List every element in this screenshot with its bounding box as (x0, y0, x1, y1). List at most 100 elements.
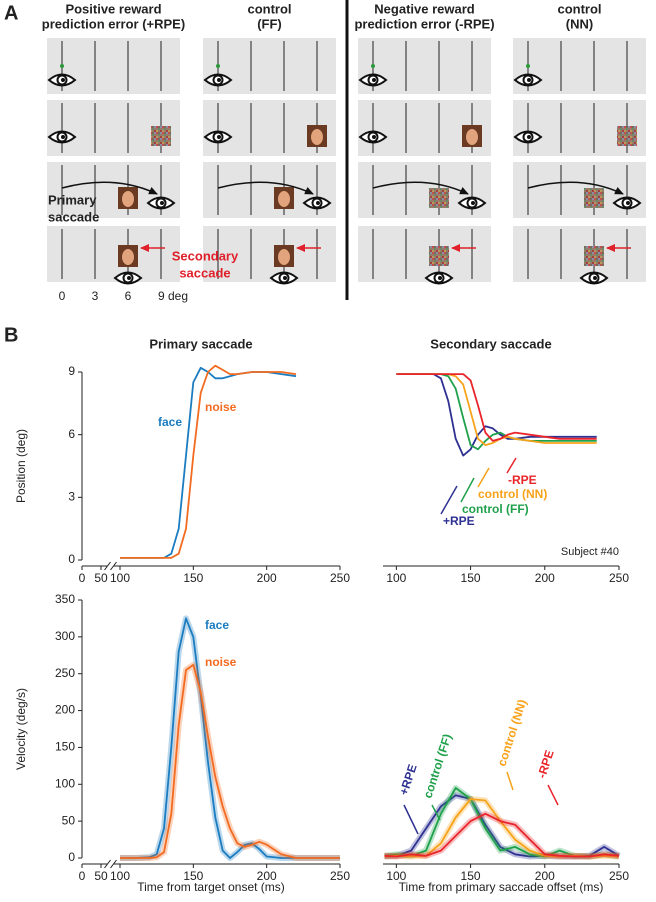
series-line (120, 664, 340, 859)
x-tick-label: 200 (535, 869, 555, 883)
primary-arrow (372, 181, 469, 195)
series-line (120, 366, 297, 559)
annotation: saccade (179, 265, 230, 280)
column-title: Positive reward (65, 1, 161, 16)
y-tick-label: 100 (55, 776, 75, 790)
eye-pupil (316, 201, 320, 205)
deg-label: 3 (92, 289, 99, 303)
trial-frame (358, 162, 491, 218)
y-tick-label: 200 (55, 703, 75, 717)
x-tick-label: 100 (386, 869, 406, 883)
series-label: face (158, 415, 182, 429)
eye-pupil (372, 135, 376, 139)
face-skin (466, 129, 478, 145)
column-title: control (557, 1, 601, 16)
face-skin (122, 191, 134, 207)
y-tick-label: 6 (68, 427, 75, 441)
y-axis-title: Velocity (deg/s) (14, 688, 28, 770)
y-axis-title: Position (deg) (14, 429, 28, 503)
noise-image (584, 188, 604, 208)
x-tick-label: 100 (110, 571, 130, 585)
x-tick-label: 200 (535, 571, 555, 585)
annotation: Secondary (172, 248, 239, 263)
label-leader (547, 784, 559, 806)
series-line (120, 617, 340, 859)
primary-arrow (61, 181, 158, 195)
column-title: (NN) (566, 16, 593, 31)
deg-label: 0 (59, 289, 66, 303)
eye-pupil (527, 135, 531, 139)
face-skin (278, 191, 290, 207)
eye-pupil (372, 78, 376, 82)
trial-frame (513, 226, 646, 282)
axis-break (110, 859, 117, 869)
axis-break (104, 561, 111, 571)
series-label: +RPE (443, 514, 475, 528)
x-tick-label: 150 (461, 571, 481, 585)
series-label: noise (205, 400, 237, 414)
eye-pupil (217, 135, 221, 139)
column-title: Negative reward (374, 1, 474, 16)
trial-frame (358, 226, 491, 282)
series-label: control (NN) (495, 698, 530, 768)
panel-label: B (4, 324, 18, 346)
panel-label: A (4, 2, 18, 24)
eye-pupil (61, 135, 65, 139)
series-label: face (205, 618, 229, 632)
y-tick-label: 350 (55, 592, 75, 606)
noise-image (429, 246, 449, 266)
y-tick-label: 50 (62, 813, 76, 827)
fixation-point (216, 64, 220, 68)
eye-pupil (527, 78, 531, 82)
axis-break (110, 561, 117, 571)
eye-pupil (626, 201, 630, 205)
x-tick-label: 150 (183, 571, 203, 585)
label-leader (477, 467, 490, 488)
series-line (384, 812, 620, 858)
axis-break (104, 859, 111, 869)
column-title: control (247, 1, 291, 16)
label-leader (431, 804, 441, 821)
series-label: control (NN) (478, 487, 547, 501)
column-title: prediction error (+RPE) (42, 16, 185, 31)
series-line (396, 373, 597, 442)
x-axis-title: Time from primary saccade offset (ms) (399, 880, 604, 894)
noise-image (584, 246, 604, 266)
chart-title: Secondary saccade (430, 336, 551, 351)
column-title: prediction error (-RPE) (354, 16, 494, 31)
x-tick-label: 200 (257, 869, 277, 883)
noise-image (151, 126, 171, 146)
eye-pupil (438, 276, 442, 280)
y-tick-label: 3 (68, 490, 75, 504)
eye-pupil (61, 78, 65, 82)
x-tick-label: 200 (257, 571, 277, 585)
y-tick-label: 300 (55, 629, 75, 643)
series-label: noise (205, 655, 237, 669)
note: Subject #40 (561, 546, 619, 558)
label-leader (506, 771, 514, 791)
column-title: (FF) (257, 16, 282, 31)
x-axis-title: Time from target onset (ms) (137, 880, 285, 894)
primary-arrow (217, 181, 314, 195)
trial-frame (47, 226, 180, 282)
face-skin (278, 249, 290, 265)
annotation: saccade (48, 209, 99, 224)
fixation-point (526, 64, 530, 68)
x-tick-label: 250 (330, 571, 350, 585)
deg-label: 6 (125, 289, 132, 303)
deg-label: 9 deg (158, 289, 188, 303)
series-label: control (FF) (421, 732, 455, 800)
eye-pupil (127, 276, 131, 280)
x-tick-label: 100 (110, 869, 130, 883)
x-tick-label: 0 (79, 571, 86, 585)
x-tick-label: 100 (386, 571, 406, 585)
x-tick-label: 50 (94, 869, 108, 883)
x-tick-label: 0 (79, 869, 86, 883)
eye-pupil (283, 276, 287, 280)
series-label: -RPE (535, 748, 557, 780)
face-skin (122, 249, 134, 265)
label-leader (440, 485, 458, 515)
